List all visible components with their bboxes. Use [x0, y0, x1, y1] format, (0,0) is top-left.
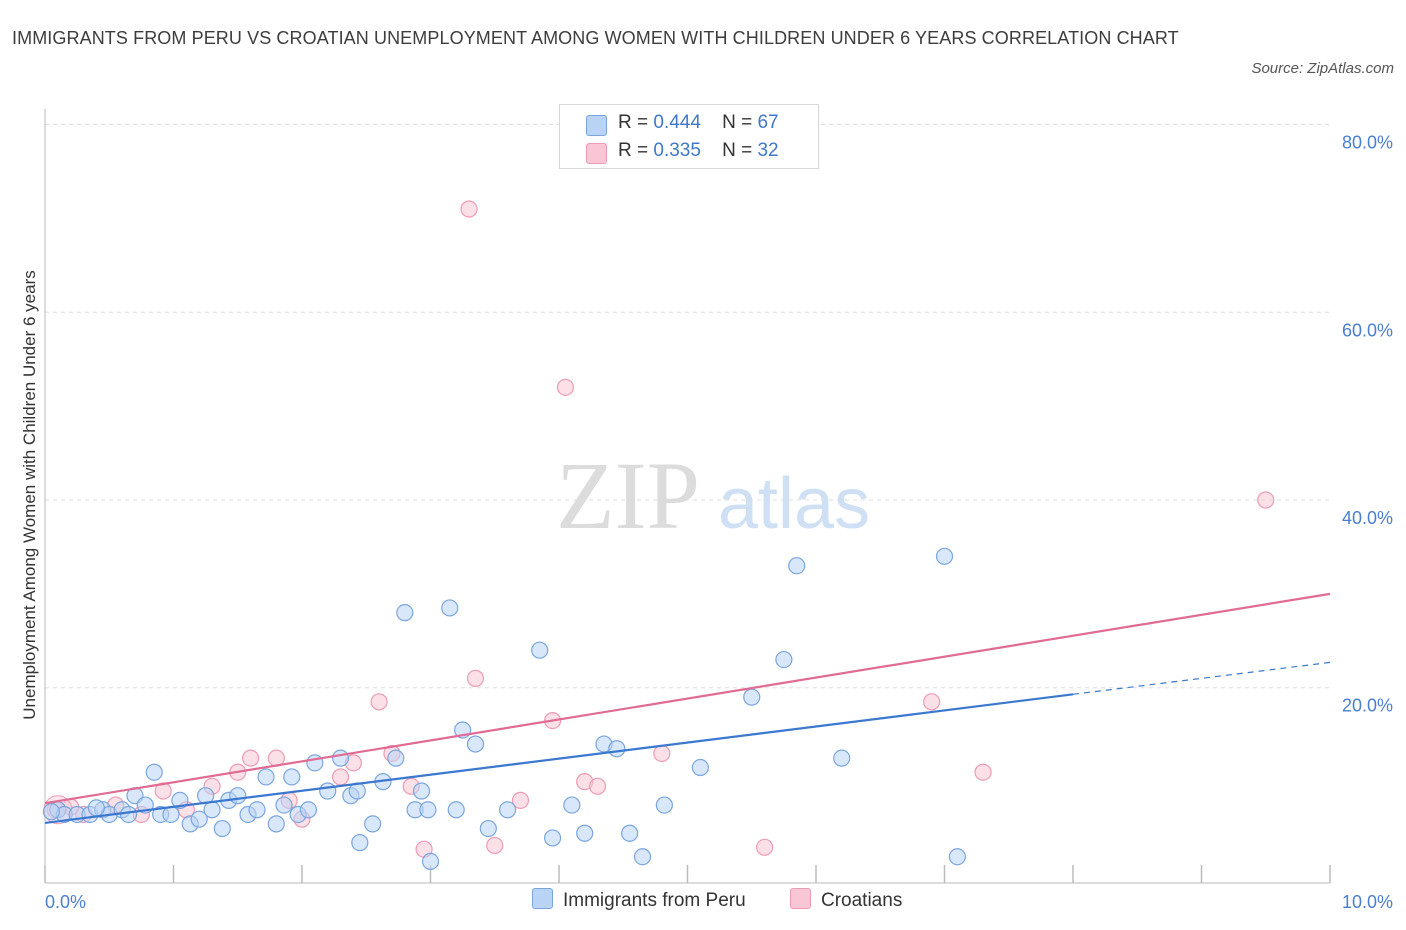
- data-point-peru: [299, 801, 318, 819]
- axes: [44, 109, 1331, 884]
- data-point-peru: [213, 819, 231, 838]
- data-point-peru: [655, 796, 673, 814]
- bottom-legend-label-croatians: Croatians: [821, 890, 903, 911]
- data-point-croatians: [653, 744, 671, 763]
- data-point-peru: [275, 796, 293, 814]
- data-point-peru: [775, 650, 793, 669]
- y-tick-label: 40.0%: [1342, 508, 1393, 528]
- chart-title: IMMIGRANTS FROM PERU VS CROATIAN UNEMPLO…: [12, 28, 1179, 48]
- data-point-peru: [42, 803, 61, 821]
- x-tick-label: 10.0%: [1342, 892, 1393, 912]
- legend-peru-r-value: 0.444: [653, 112, 701, 133]
- data-point-peru: [364, 815, 382, 833]
- data-point-croatians: [242, 749, 260, 767]
- legend-peru-r-label: R =: [618, 112, 649, 133]
- data-point-peru: [563, 796, 581, 814]
- data-point-peru: [608, 740, 626, 758]
- data-point-croatians: [974, 763, 992, 781]
- data-point-peru: [499, 801, 517, 819]
- data-point-croatians: [370, 693, 388, 711]
- trend-lines: [44, 592, 1331, 825]
- legend-cro-r-value: 0.335: [653, 140, 701, 161]
- trend-line-peru: [44, 693, 1074, 825]
- legend-swatch-peru: [586, 115, 607, 136]
- data-point-peru: [319, 782, 337, 800]
- data-point-peru: [248, 801, 266, 819]
- data-point-croatians: [486, 836, 504, 855]
- data-point-peru: [190, 810, 208, 828]
- data-point-croatians: [466, 669, 485, 687]
- data-point-croatians: [755, 838, 774, 856]
- data-point-peru: [576, 824, 594, 842]
- data-point-peru: [412, 782, 431, 800]
- series-immigrants-from-peru: [42, 547, 966, 871]
- data-point-peru: [283, 768, 301, 786]
- tick-labels: 20.0% 40.0% 60.0% 80.0% 0.0% 10.0%: [45, 133, 1393, 912]
- watermark-zip: ZIP: [556, 442, 700, 549]
- data-point-peru: [203, 801, 221, 819]
- data-point-peru: [447, 801, 465, 819]
- data-point-peru: [387, 749, 405, 767]
- data-point-croatians: [1257, 491, 1275, 509]
- data-point-peru: [479, 819, 497, 838]
- data-point-peru: [466, 735, 485, 753]
- data-point-peru: [267, 815, 285, 833]
- legend-peru-n-value: 67: [757, 112, 779, 133]
- data-point-peru: [351, 834, 369, 852]
- correlation-legend: R = 0.444 N = 67 R = 0.335 N = 32: [559, 104, 819, 169]
- y-tick-label: 20.0%: [1342, 696, 1393, 716]
- data-point-peru: [419, 801, 437, 819]
- data-point-peru: [145, 763, 163, 781]
- data-point-peru: [743, 688, 761, 706]
- bottom-legend-croatians: Croatians: [790, 888, 902, 912]
- data-point-peru: [531, 641, 549, 659]
- data-point-peru: [621, 824, 639, 842]
- data-point-peru: [396, 604, 414, 622]
- data-point-peru: [119, 805, 138, 824]
- trend-line-croatians: [44, 592, 1331, 805]
- data-point-peru: [441, 599, 459, 617]
- data-point-peru: [543, 829, 562, 847]
- grid-lines: [45, 124, 1330, 689]
- y-tick-label: 80.0%: [1342, 133, 1393, 153]
- data-point-peru: [788, 557, 806, 575]
- data-point-peru: [87, 799, 106, 817]
- data-point-croatians: [331, 768, 350, 786]
- data-point-peru: [331, 749, 350, 767]
- legend-peru-n-label: N =: [722, 112, 753, 133]
- y-tick-label: 60.0%: [1342, 320, 1393, 340]
- legend-cro-n-label: N =: [722, 140, 753, 161]
- legend-cro-r-label: R =: [618, 140, 649, 161]
- data-point-peru: [257, 768, 275, 786]
- data-point-croatians: [923, 693, 941, 711]
- data-point-croatians: [460, 200, 478, 218]
- source-label: Source: ZipAtlas.com: [1251, 60, 1394, 77]
- bottom-legend-swatch-croatians: [790, 888, 811, 909]
- data-point-peru: [691, 758, 709, 777]
- bottom-legend-label-peru: Immigrants from Peru: [563, 890, 746, 911]
- watermark-atlas: atlas: [718, 464, 870, 544]
- legend-cro-n-value: 32: [757, 140, 779, 161]
- data-point-croatians: [556, 378, 575, 396]
- y-axis-label: Unemployment Among Women with Children U…: [20, 270, 39, 719]
- watermark: ZIP atlas: [556, 442, 870, 549]
- data-point-peru: [171, 791, 189, 809]
- x-tick-label: 0.0%: [45, 892, 86, 912]
- data-point-peru: [935, 547, 954, 565]
- data-point-croatians: [588, 777, 607, 795]
- bottom-legend-peru: Immigrants from Peru: [532, 888, 746, 912]
- bottom-legend-swatch-peru: [532, 888, 553, 909]
- data-point-peru: [229, 787, 247, 805]
- data-point-peru: [421, 852, 440, 871]
- legend-swatch-croatians: [586, 143, 607, 164]
- data-point-peru: [948, 848, 966, 866]
- trend-line-peru-extension: [1072, 661, 1331, 695]
- data-point-peru: [833, 749, 851, 767]
- data-point-peru: [633, 848, 652, 866]
- data-point-croatians: [511, 791, 530, 809]
